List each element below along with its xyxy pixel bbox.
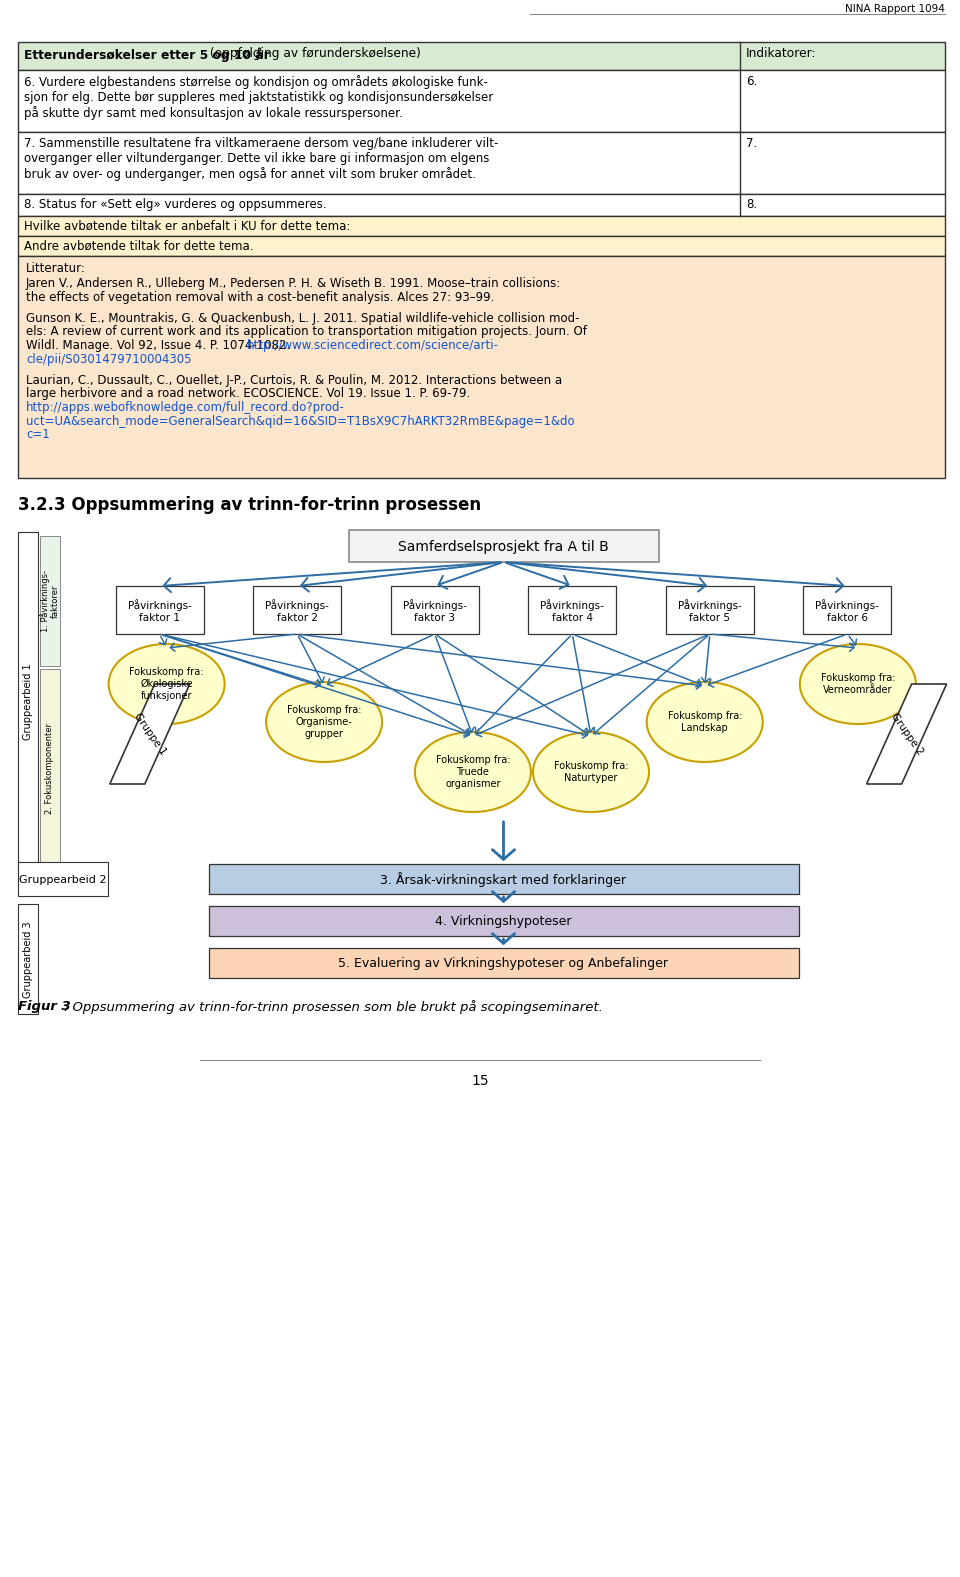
Bar bbox=[18, 216, 945, 237]
Bar bbox=[18, 531, 38, 872]
Bar bbox=[18, 237, 945, 255]
Bar bbox=[18, 863, 108, 896]
Text: Laurian, C., Dussault, C., Ouellet, J-P., Curtois, R. & Poulin, M. 2012. Interac: Laurian, C., Dussault, C., Ouellet, J-P.… bbox=[26, 374, 563, 386]
Bar bbox=[666, 587, 754, 634]
Text: the effects of vegetation removal with a cost-benefit analysis. Alces 27: 93–99.: the effects of vegetation removal with a… bbox=[26, 290, 494, 303]
Text: Påvirknings-
faktor 4: Påvirknings- faktor 4 bbox=[540, 599, 604, 623]
Text: large herbivore and a road network. ECOSCIENCE. Vol 19. Issue 1. P. 69-79.: large herbivore and a road network. ECOS… bbox=[26, 388, 470, 401]
Bar bbox=[18, 904, 38, 1014]
Bar bbox=[18, 255, 945, 478]
Ellipse shape bbox=[266, 681, 382, 762]
Bar bbox=[18, 194, 945, 216]
Ellipse shape bbox=[533, 732, 649, 812]
Text: Påvirknings-
faktor 2: Påvirknings- faktor 2 bbox=[265, 599, 329, 623]
Text: Gruppearbeid 2: Gruppearbeid 2 bbox=[19, 875, 107, 885]
Bar bbox=[348, 530, 659, 561]
Text: 8.: 8. bbox=[746, 199, 757, 211]
Text: 3.2.3 Oppsummering av trinn-for-trinn prosessen: 3.2.3 Oppsummering av trinn-for-trinn pr… bbox=[18, 497, 481, 514]
Bar bbox=[208, 864, 799, 894]
Text: (oppfølging av førunderskøelsene): (oppfølging av førunderskøelsene) bbox=[206, 47, 420, 60]
Bar bbox=[528, 587, 616, 634]
Text: els: A review of current work and its application to transportation mitigation p: els: A review of current work and its ap… bbox=[26, 325, 587, 339]
Text: . Oppsummering av trinn-for-trinn prosessen som ble brukt på scopingseminaret.: . Oppsummering av trinn-for-trinn proses… bbox=[63, 1000, 602, 1014]
Text: Påvirknings-
faktor 1: Påvirknings- faktor 1 bbox=[128, 599, 191, 623]
Text: Fokuskomp fra:
Landskap: Fokuskomp fra: Landskap bbox=[667, 711, 742, 733]
Text: NINA Rapport 1094: NINA Rapport 1094 bbox=[845, 5, 945, 14]
Text: 3. Årsak-virkningskart med forklaringer: 3. Årsak-virkningskart med forklaringer bbox=[380, 872, 627, 888]
Text: Påvirknings-
faktor 3: Påvirknings- faktor 3 bbox=[403, 599, 467, 623]
Text: Gruppe 1: Gruppe 1 bbox=[132, 711, 168, 757]
Bar bbox=[18, 132, 945, 194]
Text: 6. Vurdere elgbestandens størrelse og kondisjon og områdets økologiske funk-
sjo: 6. Vurdere elgbestandens størrelse og ko… bbox=[24, 76, 493, 120]
Text: Figur 3: Figur 3 bbox=[18, 1000, 71, 1012]
Text: 4. Virkningshypoteser: 4. Virkningshypoteser bbox=[435, 916, 572, 929]
Bar bbox=[253, 587, 341, 634]
Bar bbox=[115, 587, 204, 634]
Text: Fokuskomp fra:
Verneområder: Fokuskomp fra: Verneområder bbox=[821, 673, 895, 695]
Ellipse shape bbox=[647, 681, 763, 762]
Text: c=1: c=1 bbox=[26, 427, 50, 442]
Bar bbox=[391, 587, 479, 634]
Text: uct=UA&search_mode=GeneralSearch&qid=16&SID=T1BsX9C7hARKT32RmBE&page=1&do: uct=UA&search_mode=GeneralSearch&qid=16&… bbox=[26, 415, 575, 427]
Text: Gunson K. E., Mountrakis, G. & Quackenbush, L. J. 2011. Spatial wildlife-vehicle: Gunson K. E., Mountrakis, G. & Quackenbu… bbox=[26, 312, 580, 325]
Text: Påvirknings-
faktor 5: Påvirknings- faktor 5 bbox=[678, 599, 742, 623]
Polygon shape bbox=[867, 684, 947, 784]
Ellipse shape bbox=[415, 732, 531, 812]
Bar bbox=[40, 669, 60, 867]
Text: Fokuskomp fra:
Naturtyper: Fokuskomp fra: Naturtyper bbox=[554, 762, 628, 782]
Text: Jaren V., Andersen R., Ulleberg M., Pedersen P. H. & Wiseth B. 1991. Moose–train: Jaren V., Andersen R., Ulleberg M., Pede… bbox=[26, 278, 562, 290]
Text: 8. Status for «Sett elg» vurderes og oppsummeres.: 8. Status for «Sett elg» vurderes og opp… bbox=[24, 199, 326, 211]
Text: Etterundersøkelser etter 5 og 10 år: Etterundersøkelser etter 5 og 10 år bbox=[24, 47, 270, 62]
Text: Fokuskomp fra:
Organisme-
grupper: Fokuskomp fra: Organisme- grupper bbox=[287, 705, 361, 738]
Text: http://www.sciencedirect.com/science/arti-: http://www.sciencedirect.com/science/art… bbox=[247, 339, 499, 352]
Text: 1. Påvirknings-
faktorer: 1. Påvirknings- faktorer bbox=[40, 569, 60, 632]
Text: 2. Fokuskomponenter: 2. Fokuskomponenter bbox=[45, 722, 55, 814]
Text: Gruppe 2: Gruppe 2 bbox=[889, 711, 924, 757]
Bar bbox=[208, 948, 799, 978]
Ellipse shape bbox=[108, 643, 225, 724]
Text: Indikatorer:: Indikatorer: bbox=[746, 47, 817, 60]
Text: 7.: 7. bbox=[746, 137, 757, 150]
Text: Påvirknings-
faktor 6: Påvirknings- faktor 6 bbox=[815, 599, 879, 623]
Text: 5. Evaluering av Virkningshypoteser og Anbefalinger: 5. Evaluering av Virkningshypoteser og A… bbox=[339, 957, 668, 970]
Polygon shape bbox=[109, 684, 190, 784]
Ellipse shape bbox=[800, 643, 916, 724]
Text: Gruppearbeid 1: Gruppearbeid 1 bbox=[23, 664, 33, 740]
Text: Andre avbøtende tiltak for dette tema.: Andre avbøtende tiltak for dette tema. bbox=[24, 240, 253, 252]
Bar bbox=[804, 587, 892, 634]
Bar bbox=[18, 43, 945, 69]
Bar bbox=[18, 69, 945, 132]
Bar bbox=[40, 536, 60, 665]
Text: Hvilke avbøtende tiltak er anbefalt i KU for dette tema:: Hvilke avbøtende tiltak er anbefalt i KU… bbox=[24, 221, 350, 233]
Text: Gruppearbeid 3: Gruppearbeid 3 bbox=[23, 921, 33, 998]
Text: Fokuskomp fra:
Økologiske
funksjoner: Fokuskomp fra: Økologiske funksjoner bbox=[130, 667, 204, 700]
Bar bbox=[208, 907, 799, 937]
Text: Fokuskomp fra:
Truede
organismer: Fokuskomp fra: Truede organismer bbox=[436, 755, 510, 788]
Text: Samferdselsprosjekt fra A til B: Samferdselsprosjekt fra A til B bbox=[398, 539, 609, 554]
Text: 15: 15 bbox=[471, 1074, 489, 1088]
Text: http://apps.webofknowledge.com/full_record.do?prod-: http://apps.webofknowledge.com/full_reco… bbox=[26, 401, 345, 415]
Text: cle/pii/S0301479710004305: cle/pii/S0301479710004305 bbox=[26, 353, 191, 366]
Text: 7. Sammenstille resultatene fra viltkameraene dersom veg/bane inkluderer vilt-
o: 7. Sammenstille resultatene fra viltkame… bbox=[24, 137, 498, 181]
Text: 6.: 6. bbox=[746, 76, 757, 88]
Text: Litteratur:: Litteratur: bbox=[26, 262, 85, 274]
Text: Wildl. Manage. Vol 92, Issue 4. P. 1074-1082.: Wildl. Manage. Vol 92, Issue 4. P. 1074-… bbox=[26, 339, 294, 352]
